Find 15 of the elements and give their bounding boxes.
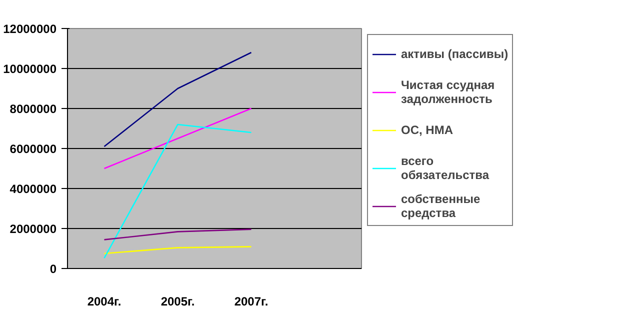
legend-label: ОС, НМА	[401, 122, 453, 139]
y-tick-label: 8000000	[10, 102, 57, 116]
y-tick-label: 2000000	[10, 222, 57, 236]
x-tick-label: 2005г.	[160, 294, 195, 308]
x-tick-label: 2007г.	[234, 294, 268, 308]
legend-label: Чистая ссудная задолженность	[401, 77, 495, 107]
legend-label: собственные средства	[401, 191, 480, 221]
y-tick-label: 0	[50, 262, 57, 276]
y-tick-label: 10000000	[3, 62, 57, 76]
y-tick-label: 6000000	[10, 142, 57, 156]
x-tick-label: 2004г.	[87, 294, 122, 308]
legend-label: активы (пассивы)	[401, 46, 508, 63]
legend-label: всего обязательства	[401, 153, 490, 183]
y-tick-label: 12000000	[3, 22, 57, 36]
y-tick-label: 4000000	[10, 182, 57, 196]
